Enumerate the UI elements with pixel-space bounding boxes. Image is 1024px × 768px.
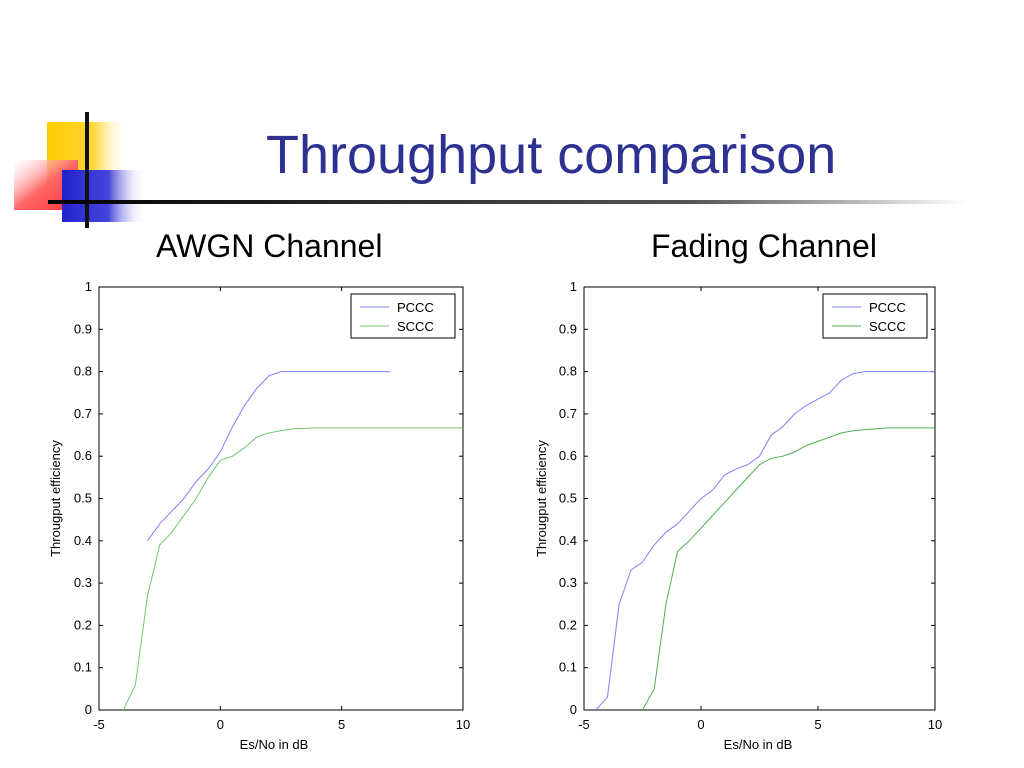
- y-tick-label: 0.4: [559, 533, 577, 548]
- blue-square: [62, 170, 146, 222]
- legend-box: [822, 293, 928, 339]
- axes-box: [583, 286, 936, 711]
- y-tick-label: 0: [570, 702, 577, 717]
- vertical-rule: [85, 112, 89, 228]
- x-tick-label: -5: [93, 717, 105, 732]
- y-tick-label: 0: [85, 702, 92, 717]
- x-axis-label: Es/No in dB: [724, 737, 793, 752]
- legend-label-pccc: PCCC: [869, 300, 906, 315]
- y-tick-label: 0.5: [559, 491, 577, 506]
- chart-title-fading: Fading Channel: [651, 228, 877, 264]
- y-tick-label: 0.8: [559, 364, 577, 379]
- y-tick-label: 0.7: [74, 406, 92, 421]
- y-tick-label: 0.3: [559, 575, 577, 590]
- series-line-sccc: [122, 427, 463, 711]
- y-tick-label: 0.6: [559, 448, 577, 463]
- y-tick-label: 0.9: [74, 321, 92, 336]
- title-rule: [48, 200, 968, 204]
- y-tick-label: 0.9: [559, 321, 577, 336]
- y-tick-label: 0.2: [74, 617, 92, 632]
- legend-label-pccc: PCCC: [397, 300, 434, 315]
- legend-label-sccc: SCCC: [397, 319, 434, 334]
- x-tick-label: 10: [928, 717, 942, 732]
- y-tick-label: 0.3: [74, 575, 92, 590]
- x-tick-label: 10: [456, 717, 470, 732]
- legend-label-sccc: SCCC: [869, 319, 906, 334]
- series-line-pccc: [147, 371, 391, 542]
- y-tick-label: 0.4: [74, 533, 92, 548]
- y-tick-label: 0.1: [559, 660, 577, 675]
- x-tick-label: 5: [814, 717, 821, 732]
- series-line-pccc: [595, 371, 935, 711]
- y-tick-label: 1: [85, 279, 92, 294]
- x-axis-label: Es/No in dB: [240, 737, 309, 752]
- y-tick-label: 0.2: [559, 617, 577, 632]
- chart-title-awgn: AWGN Channel: [156, 228, 383, 264]
- y-tick-label: 0.1: [74, 660, 92, 675]
- slide-title: Throughput comparison: [266, 125, 837, 185]
- x-tick-label: 5: [338, 717, 345, 732]
- y-axis-label: Througput efficiency: [534, 440, 549, 557]
- series-line-sccc: [642, 427, 935, 711]
- y-axis-label: Througput efficiency: [48, 440, 63, 557]
- legend-box: [350, 293, 456, 339]
- y-tick-label: 0.7: [559, 406, 577, 421]
- x-tick-label: 0: [217, 717, 224, 732]
- y-tick-label: 0.5: [74, 491, 92, 506]
- y-tick-label: 1: [570, 279, 577, 294]
- y-tick-label: 0.8: [74, 364, 92, 379]
- x-tick-label: -5: [578, 717, 590, 732]
- y-tick-label: 0.6: [74, 448, 92, 463]
- x-tick-label: 0: [697, 717, 704, 732]
